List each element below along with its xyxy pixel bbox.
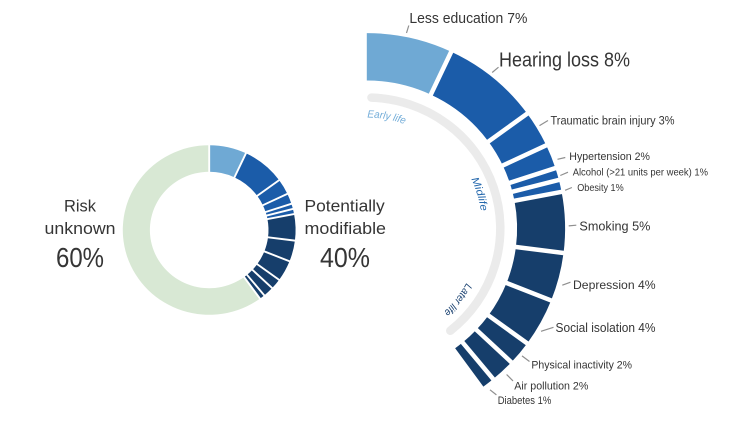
svg-text:Less education 7%: Less education 7% xyxy=(409,10,527,27)
svg-text:Hypertension 2%: Hypertension 2% xyxy=(569,151,650,163)
svg-text:Obesity 1%: Obesity 1% xyxy=(577,183,624,194)
svg-text:Smoking 5%: Smoking 5% xyxy=(579,218,650,233)
svg-text:Depression 4%: Depression 4% xyxy=(573,278,656,292)
svg-text:Alcohol (>21 units per week) 1: Alcohol (>21 units per week) 1% xyxy=(573,168,708,179)
svg-text:modifiable: modifiable xyxy=(305,220,387,238)
svg-text:Physical inactivity 2%: Physical inactivity 2% xyxy=(531,360,632,372)
svg-text:Air pollution 2%: Air pollution 2% xyxy=(514,380,588,392)
svg-text:60%: 60% xyxy=(56,242,104,273)
svg-text:Diabetes 1%: Diabetes 1% xyxy=(498,395,552,407)
svg-text:Traumatic brain injury 3%: Traumatic brain injury 3% xyxy=(551,114,675,128)
svg-text:Risk: Risk xyxy=(64,198,97,216)
svg-text:40%: 40% xyxy=(320,242,370,273)
svg-text:Social isolation 4%: Social isolation 4% xyxy=(556,320,656,335)
svg-text:Potentially: Potentially xyxy=(305,198,386,216)
svg-text:unknown: unknown xyxy=(45,220,116,238)
svg-text:Hearing loss 8%: Hearing loss 8% xyxy=(499,49,630,72)
